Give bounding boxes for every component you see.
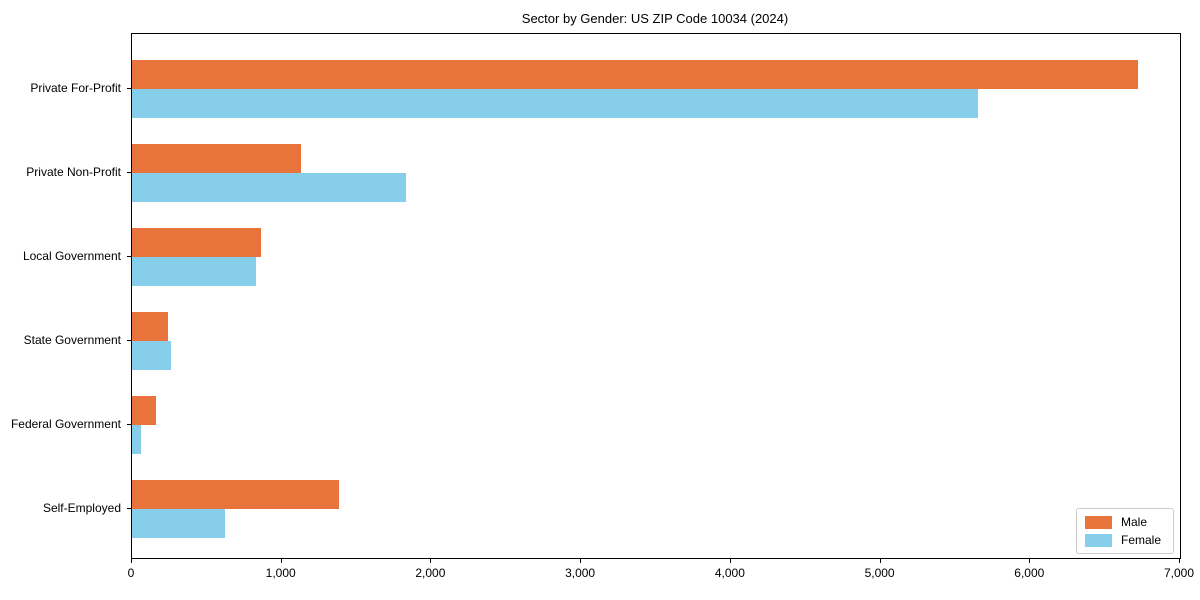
y-tick-mark xyxy=(127,424,131,425)
x-tick-label: 1,000 xyxy=(265,566,296,580)
y-tick-mark xyxy=(127,508,131,509)
y-tick-label: Private Non-Profit xyxy=(26,165,121,179)
bar-female xyxy=(132,425,141,454)
bar-female xyxy=(132,341,171,370)
y-tick-mark xyxy=(127,172,131,173)
bar-female xyxy=(132,257,257,286)
x-tick-mark xyxy=(879,559,881,563)
chart-title: Sector by Gender: US ZIP Code 10034 (202… xyxy=(521,11,789,26)
x-tick-label: 4,000 xyxy=(714,566,745,580)
x-tick-label: 6,000 xyxy=(1014,566,1045,580)
y-tick-label: Federal Government xyxy=(10,417,121,431)
bar-female xyxy=(132,173,406,202)
bar-female xyxy=(132,89,978,118)
bar-male xyxy=(132,60,1139,89)
legend-label-female: Female xyxy=(1120,533,1161,547)
bar-male xyxy=(132,144,302,173)
x-tick-label: 2,000 xyxy=(415,566,446,580)
y-tick-mark xyxy=(127,256,131,257)
x-tick-mark xyxy=(729,559,731,563)
y-tick-label: Private For-Profit xyxy=(30,81,121,95)
plot-area: Male Female xyxy=(131,33,1181,559)
x-tick-mark xyxy=(1179,559,1180,563)
legend-item-male: Male xyxy=(1084,515,1161,529)
bar-female xyxy=(132,509,225,538)
y-tick-label: Local Government xyxy=(22,249,121,263)
bar-male xyxy=(132,396,156,425)
legend-swatch-female xyxy=(1084,533,1112,547)
legend-label-male: Male xyxy=(1120,515,1147,529)
y-tick-label: State Government xyxy=(23,333,121,347)
y-tick-label: Self-Employed xyxy=(42,501,121,515)
x-tick-mark xyxy=(280,559,282,563)
x-tick-label: 7,000 xyxy=(1163,566,1195,580)
legend-swatch-male xyxy=(1084,515,1112,529)
bar-male xyxy=(132,480,339,509)
x-tick-mark xyxy=(1029,559,1031,563)
x-tick-mark xyxy=(131,559,132,563)
bar-male xyxy=(132,228,261,257)
x-tick-mark xyxy=(580,559,582,563)
legend: Male Female xyxy=(1075,508,1174,554)
y-tick-mark xyxy=(127,88,131,89)
x-tick-label: 0 xyxy=(127,566,135,580)
x-tick-label: 5,000 xyxy=(864,566,895,580)
bar-male xyxy=(132,312,168,341)
x-tick-label: 3,000 xyxy=(565,566,596,580)
y-tick-mark xyxy=(127,340,131,341)
x-tick-mark xyxy=(430,559,432,563)
legend-item-female: Female xyxy=(1084,533,1161,547)
